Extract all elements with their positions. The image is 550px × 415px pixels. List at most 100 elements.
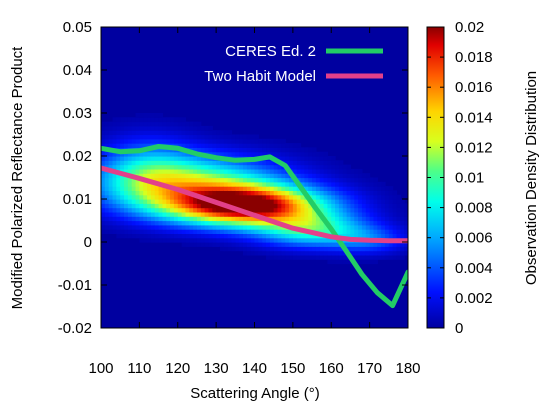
- heatmap-cell: [189, 130, 194, 136]
- heatmap-cell: [158, 160, 163, 166]
- heatmap-cell: [319, 173, 325, 179]
- heatmap-cell: [281, 211, 286, 217]
- heatmap-cell: [227, 229, 233, 234]
- heatmap-cell: [231, 220, 236, 226]
- heatmap-cell: [365, 203, 371, 209]
- heatmap-cell: [173, 229, 179, 234]
- heatmap-cell: [384, 254, 390, 260]
- heatmap-cell: [185, 156, 190, 161]
- heatmap-cell: [266, 207, 271, 213]
- heatmap-cell: [150, 160, 156, 166]
- heatmap-cell: [166, 177, 171, 183]
- heatmap-cell: [262, 177, 267, 183]
- heatmap-cell: [189, 233, 194, 239]
- heatmap-cell: [266, 138, 271, 144]
- heatmap-cell: [312, 199, 317, 204]
- heatmap-cell: [227, 207, 233, 213]
- heatmap-cell: [246, 173, 252, 179]
- heatmap-cell: [250, 160, 256, 166]
- heatmap-cell: [285, 173, 290, 179]
- heatmap-cell: [331, 186, 336, 191]
- heatmap-cell: [120, 151, 125, 157]
- heatmap-cell: [181, 121, 187, 127]
- heatmap-cell: [354, 224, 359, 230]
- heatmap-cell: [166, 156, 171, 161]
- heatmap-cell: [143, 181, 148, 187]
- heatmap-cell: [323, 211, 329, 217]
- heatmap-cell: [139, 117, 144, 123]
- heatmap-cell: [277, 181, 282, 187]
- heatmap-cell: [196, 220, 202, 226]
- heatmap-cell: [227, 134, 233, 140]
- heatmap-cell: [108, 224, 114, 230]
- heatmap-cell: [127, 151, 133, 157]
- heatmap-cell: [227, 173, 233, 179]
- heatmap-cell: [354, 168, 359, 174]
- heatmap-cell: [170, 207, 175, 213]
- heatmap-cell: [381, 224, 386, 230]
- heatmap-cell: [242, 190, 248, 196]
- heatmap-cell: [108, 186, 114, 191]
- heatmap-cell: [242, 147, 248, 153]
- heatmap-cell: [181, 151, 187, 157]
- heatmap-cell: [162, 117, 167, 123]
- heatmap-cell: [323, 168, 329, 174]
- heatmap-cell: [335, 203, 340, 209]
- heatmap-cell: [139, 194, 144, 200]
- heatmap-cell: [250, 164, 256, 170]
- heatmap-cell: [239, 229, 244, 234]
- heatmap-cell: [177, 224, 183, 230]
- heatmap-cell: [131, 130, 137, 136]
- heatmap-cell: [392, 229, 398, 234]
- heatmap-cell: [158, 117, 163, 123]
- heatmap-cell: [127, 190, 133, 196]
- heatmap-cell: [273, 207, 279, 213]
- heatmap-cell: [158, 151, 163, 157]
- heatmap-cell: [404, 229, 408, 234]
- heatmap-cell: [266, 242, 271, 247]
- heatmap-cell: [223, 130, 229, 136]
- heatmap-cell: [143, 211, 148, 217]
- heatmap-cell: [177, 125, 183, 131]
- heatmap-cell: [377, 250, 382, 256]
- heatmap-cell: [101, 121, 106, 127]
- heatmap-cell: [147, 220, 152, 226]
- heatmap-cell: [315, 203, 321, 209]
- heatmap-cell: [273, 203, 279, 209]
- heatmap-cell: [112, 207, 117, 213]
- heatmap-cell: [208, 160, 213, 166]
- heatmap-cell: [319, 190, 325, 196]
- heatmap-cell: [262, 233, 267, 239]
- heatmap-cell: [120, 224, 125, 230]
- heatmap-cell: [400, 220, 405, 226]
- heatmap-cell: [185, 242, 190, 247]
- heatmap-cell: [239, 143, 244, 148]
- heatmap-cell: [189, 173, 194, 179]
- heatmap-cell: [388, 250, 394, 256]
- x-tick-label: 180: [395, 360, 420, 377]
- heatmap-cell: [139, 156, 144, 161]
- heatmap-cell: [135, 207, 140, 213]
- heatmap-cell: [223, 233, 229, 239]
- heatmap-cell: [358, 211, 363, 217]
- heatmap-cell: [323, 250, 329, 256]
- heatmap-cell: [281, 254, 286, 260]
- heatmap-cell: [193, 134, 198, 140]
- heatmap-cell: [239, 190, 244, 196]
- heatmap-cell: [120, 134, 125, 140]
- heatmap-cell: [204, 147, 210, 153]
- heatmap-cell: [166, 211, 171, 217]
- heatmap-cell: [181, 242, 187, 247]
- heatmap-cell: [177, 216, 183, 222]
- heatmap-cell: [269, 246, 275, 252]
- heatmap-cell: [108, 190, 114, 196]
- heatmap-cell: [335, 181, 340, 187]
- heatmap-cell: [112, 224, 117, 230]
- heatmap-cell: [150, 233, 156, 239]
- colorbar-tick-label: 0.01: [455, 170, 484, 187]
- heatmap-cell: [116, 203, 121, 209]
- heatmap-cell: [216, 186, 221, 191]
- heatmap-cell: [116, 224, 121, 230]
- heatmap-cell: [193, 173, 198, 179]
